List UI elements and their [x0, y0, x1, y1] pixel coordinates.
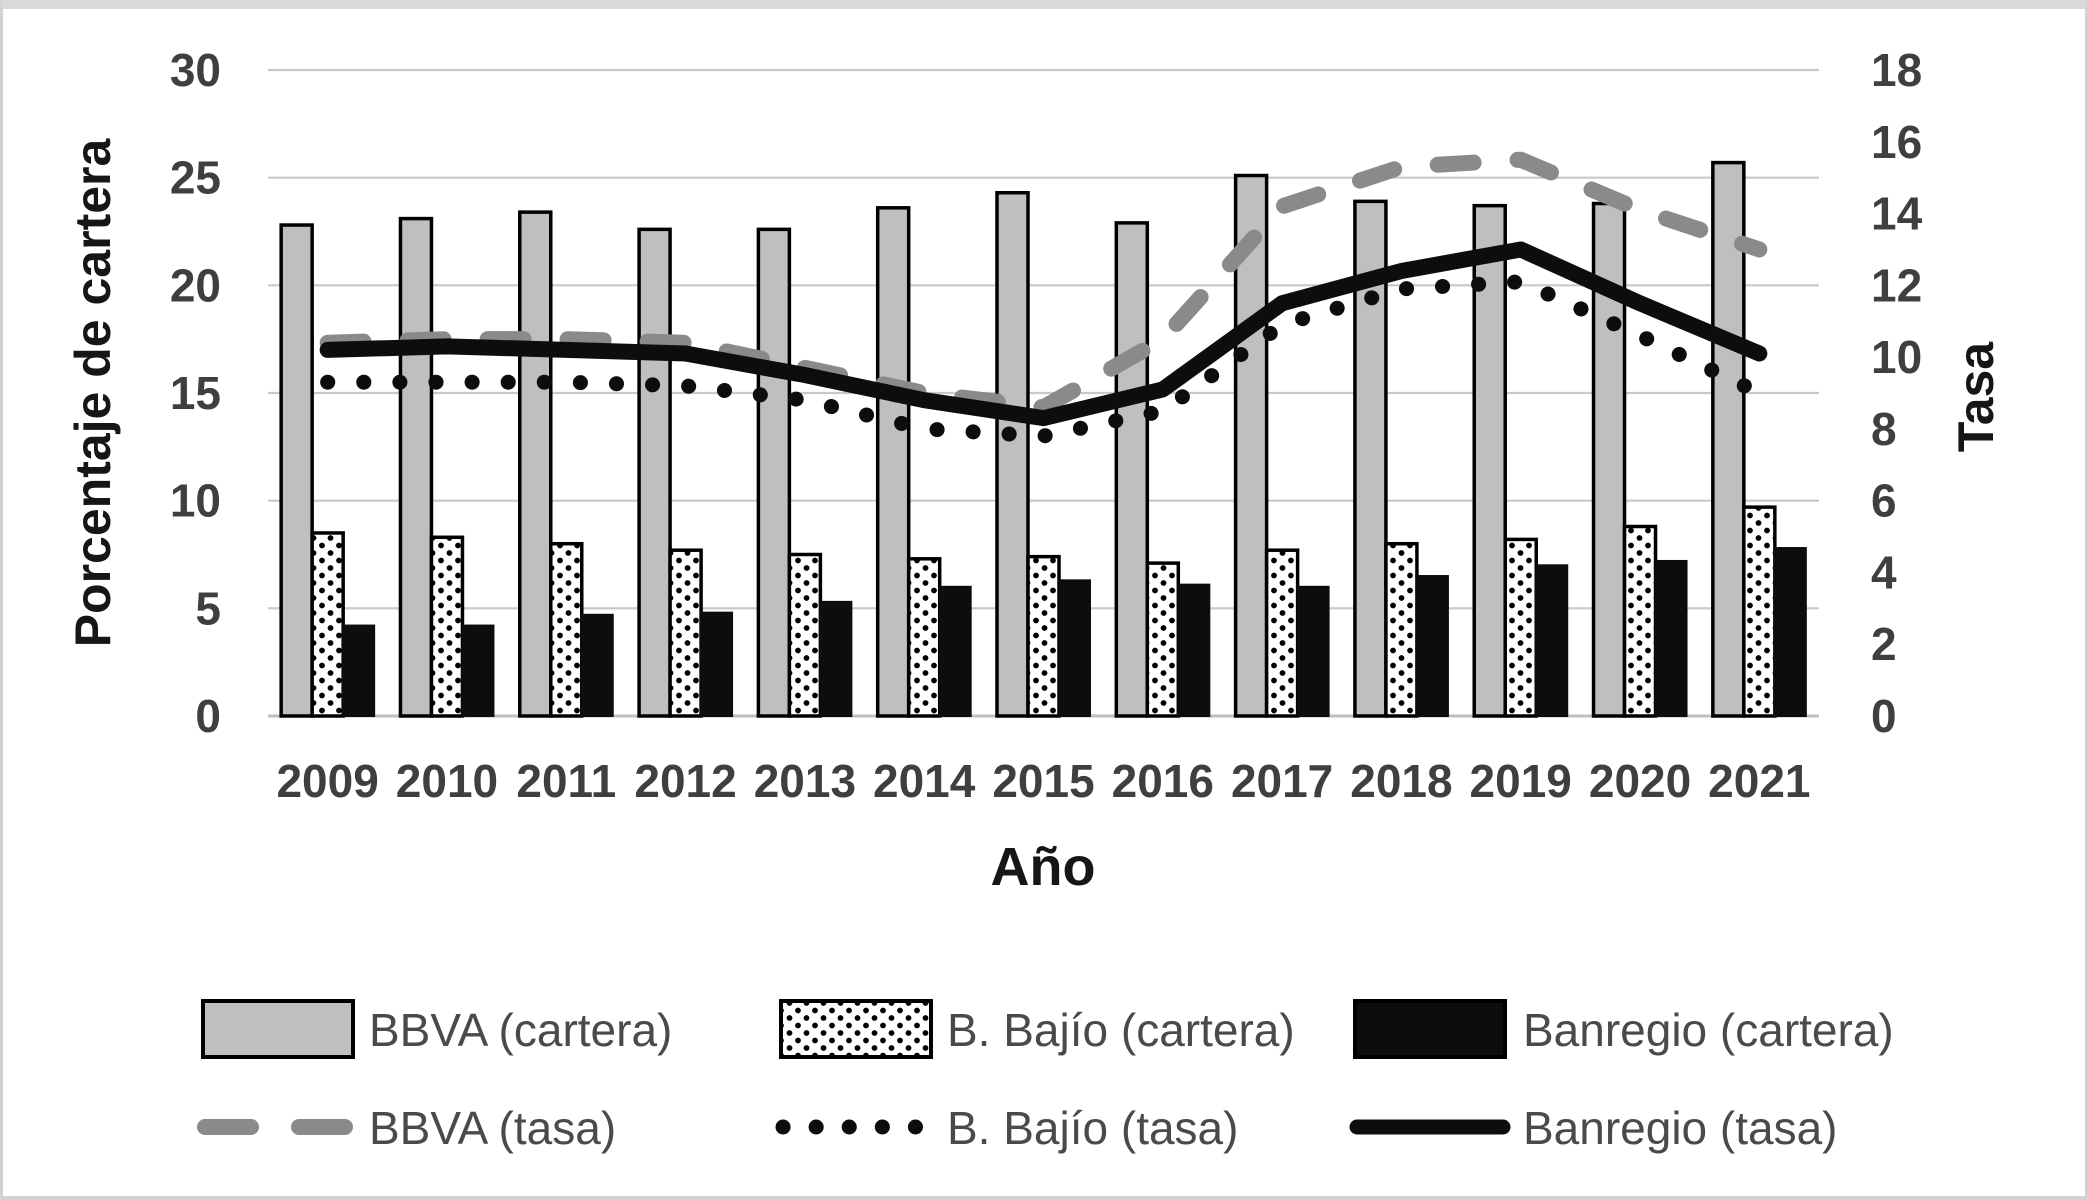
line-B. Bajío (tasa) [320, 274, 1767, 444]
right-axis-title: Tasa [1948, 341, 2004, 452]
bar-B. Bajío (cartera)-2009 [310, 531, 345, 718]
legend-label-BBVA (cartera): BBVA (cartera) [369, 1004, 672, 1056]
bar-BBVA (cartera)-2017 [1233, 173, 1269, 718]
year-label-2015: 2015 [992, 755, 1094, 807]
bar-Banregio (cartera)-2017 [1296, 585, 1330, 717]
right-tick-4: 4 [1871, 546, 1897, 598]
bar-Banregio (cartera)-2018 [1415, 575, 1449, 717]
legend-swatch-BBVA (cartera) [201, 999, 355, 1059]
year-label-2014: 2014 [873, 755, 976, 807]
legend: BBVA (cartera) B. Bajío (cartera) Banregio… [197, 999, 1894, 1154]
bar-B. Bajío (cartera)-2013 [787, 552, 823, 718]
combo-chart: 0 5 10 15 20 25 30 0 2 4 6 8 10 12 14 16 18 2009 2010 201… [65, 44, 2004, 1154]
legend-swatch-Banregio (cartera) [1353, 999, 1507, 1059]
year-label-2009: 2009 [276, 755, 378, 807]
bar-Banregio (cartera)-2021 [1773, 547, 1807, 717]
year-label-2019: 2019 [1470, 755, 1572, 807]
bar-Banregio (cartera)-2011 [580, 613, 614, 717]
left-tick-5: 5 [195, 582, 221, 634]
year-label-2011: 2011 [516, 755, 616, 807]
year-label-2020: 2020 [1589, 755, 1691, 807]
bar-B. Bajío (cartera)-2015 [1026, 554, 1061, 718]
bar-B. Bajío (cartera)-2014 [906, 557, 942, 718]
right-tick-2: 2 [1871, 618, 1897, 670]
right-axis-tick-labels: 0 2 4 6 8 10 12 14 16 18 [1871, 44, 1923, 742]
left-tick-0: 0 [195, 690, 221, 742]
left-tick-25: 25 [170, 152, 221, 204]
right-tick-16: 16 [1871, 116, 1922, 168]
right-tick-18: 18 [1871, 44, 1922, 96]
line-series-group [319, 151, 1768, 444]
bar-Banregio (cartera)-2013 [819, 600, 853, 718]
bar-B. Bajío (cartera)-2016 [1145, 561, 1181, 718]
right-tick-0: 0 [1871, 690, 1897, 742]
left-tick-20: 20 [170, 259, 221, 311]
bar-BBVA (cartera)-2009 [279, 223, 314, 718]
right-tick-10: 10 [1871, 331, 1922, 383]
bar-B. Bajío (cartera)-2019 [1503, 537, 1538, 718]
year-label-2010: 2010 [396, 755, 498, 807]
line-Banregio (tasa) [319, 241, 1768, 427]
bar-Banregio (cartera)-2016 [1177, 583, 1211, 717]
bar-BBVA (cartera)-2021 [1711, 160, 1746, 718]
right-tick-6: 6 [1871, 475, 1897, 527]
bar-B. Bajío (cartera)-2011 [549, 541, 584, 718]
bar-B. Bajío (cartera)-2012 [668, 548, 703, 718]
x-axis-title: Año [991, 837, 1096, 897]
legend-label-B. Bajío (cartera): B. Bajío (cartera) [947, 1004, 1295, 1056]
bar-BBVA (cartera)-2010 [398, 216, 434, 718]
x-axis-year-labels: 2009 2010 2011 2012 2013 2014 2015 2016 2017 2018… [276, 755, 1810, 807]
year-label-2018: 2018 [1350, 755, 1452, 807]
bar-B. Bajío (cartera)-2021 [1742, 505, 1777, 718]
right-tick-14: 14 [1871, 188, 1923, 240]
bar-Banregio (cartera)-2009 [342, 624, 376, 717]
bar-B. Bajío (cartera)-2018 [1384, 541, 1419, 718]
line-BBVA (tasa) [319, 151, 1768, 416]
bar-BBVA (cartera)-2014 [875, 206, 911, 718]
bar-Banregio (cartera)-2015 [1058, 579, 1091, 718]
right-tick-12: 12 [1871, 259, 1922, 311]
bar-series-group [279, 160, 1807, 718]
left-axis-tick-labels: 0 5 10 15 20 25 30 [170, 44, 221, 742]
legend-label-Banregio (cartera): Banregio (cartera) [1523, 1004, 1894, 1056]
right-tick-8: 8 [1871, 403, 1897, 455]
bar-BBVA (cartera)-2015 [995, 190, 1030, 718]
bar-BBVA (cartera)-2013 [756, 227, 792, 718]
year-label-2017: 2017 [1231, 755, 1333, 807]
bar-Banregio (cartera)-2019 [1535, 564, 1569, 717]
bar-BBVA (cartera)-2012 [637, 227, 672, 718]
bar-Banregio (cartera)-2012 [700, 611, 734, 718]
bar-BBVA (cartera)-2016 [1114, 221, 1150, 718]
bar-B. Bajío (cartera)-2017 [1264, 548, 1300, 718]
bar-B. Bajío (cartera)-2020 [1622, 524, 1658, 718]
year-label-2016: 2016 [1112, 755, 1214, 807]
year-label-2021: 2021 [1708, 755, 1810, 807]
left-tick-30: 30 [170, 44, 221, 96]
year-label-2013: 2013 [754, 755, 856, 807]
legend-label-BBVA (tasa): BBVA (tasa) [369, 1102, 616, 1154]
bar-BBVA (cartera)-2011 [518, 210, 553, 718]
legend-swatch-B. Bajío (cartera) [779, 999, 933, 1059]
left-tick-15: 15 [170, 367, 221, 419]
left-tick-10: 10 [170, 475, 221, 527]
left-axis-title: Porcentaje de cartera [65, 138, 121, 648]
year-label-2012: 2012 [634, 755, 736, 807]
legend-label-B. Bajío (tasa): B. Bajío (tasa) [947, 1102, 1238, 1154]
bar-Banregio (cartera)-2020 [1654, 559, 1688, 718]
bar-B. Bajío (cartera)-2010 [429, 535, 465, 718]
bar-Banregio (cartera)-2014 [938, 585, 972, 717]
bar-Banregio (cartera)-2010 [461, 624, 495, 717]
legend-label-Banregio (tasa): Banregio (tasa) [1523, 1102, 1838, 1154]
